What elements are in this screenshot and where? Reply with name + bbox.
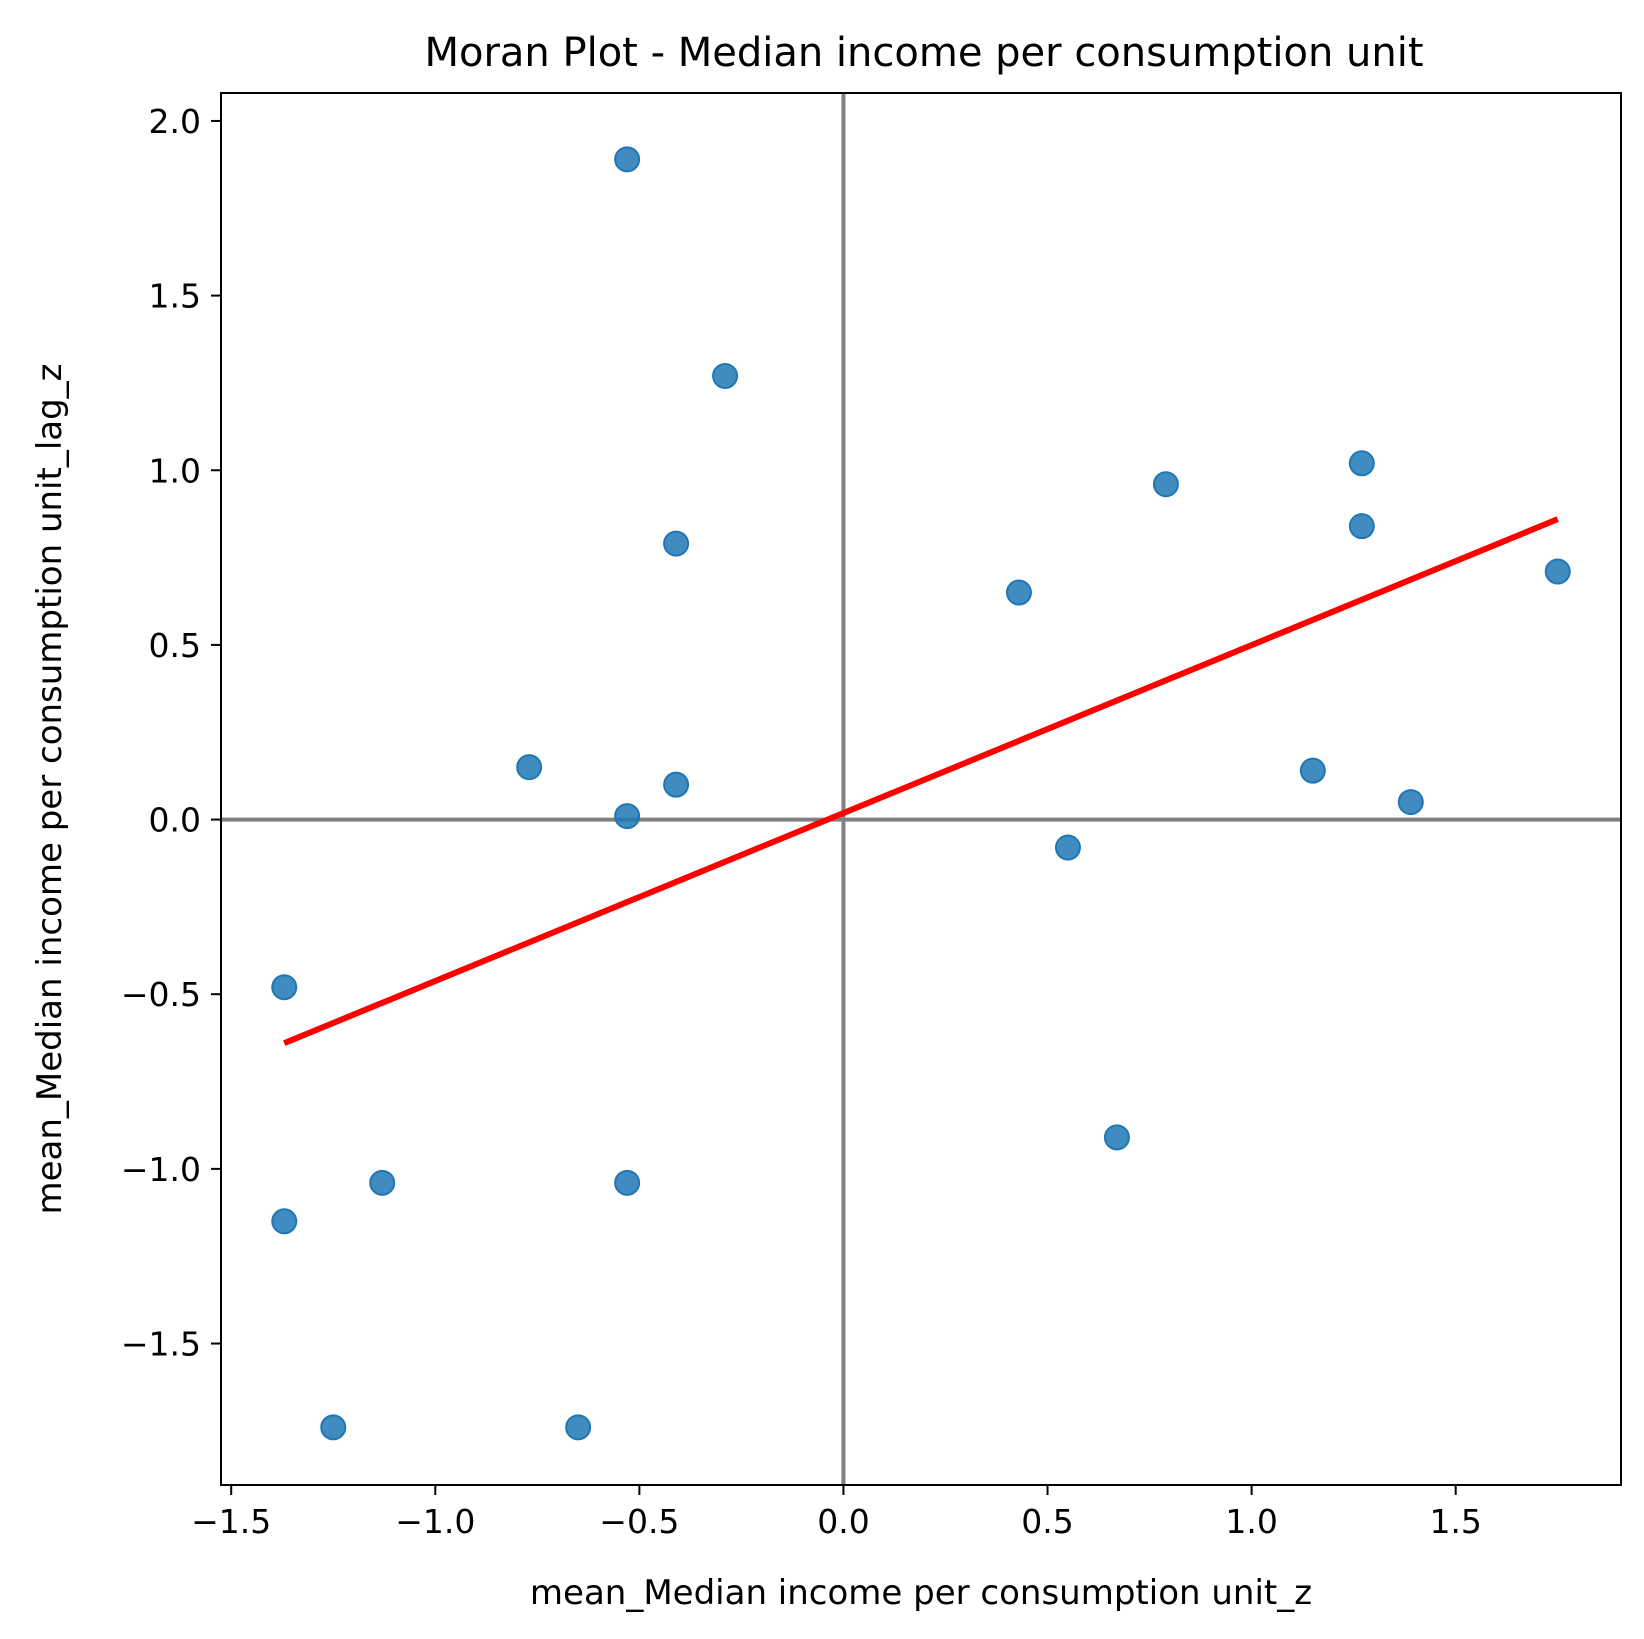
scatter-point: [320, 1414, 347, 1441]
scatter-point: [712, 362, 739, 389]
y-tick-label: −1.0: [121, 1150, 201, 1189]
scatter-point: [614, 146, 641, 173]
regression-line-group: [283, 516, 1559, 1046]
scatter-point: [271, 1208, 298, 1235]
y-axis-ticks: −1.5 −1.0 −0.5 0.0 0.5 1.0 1.5 2.0: [121, 102, 221, 1364]
scatter-point: [1299, 757, 1326, 784]
scatter-point: [369, 1169, 396, 1196]
y-tick-label: −1.5: [121, 1325, 201, 1364]
x-tick-label: −1.5: [191, 1502, 271, 1541]
scatter-point: [1397, 789, 1424, 816]
x-tick-label: −1.0: [395, 1502, 475, 1541]
scatter-point: [1005, 579, 1032, 606]
x-tick-label: 1.5: [1429, 1502, 1481, 1541]
scatter-points: [271, 146, 1571, 1441]
chart-title: Moran Plot - Median income per consumpti…: [424, 30, 1423, 76]
x-tick-label: 0.5: [1021, 1502, 1073, 1541]
x-tick-label: −0.5: [599, 1502, 679, 1541]
scatter-point: [1103, 1124, 1130, 1151]
y-axis-label: mean_Median income per consumption unit_…: [30, 363, 70, 1214]
scatter-point: [1054, 834, 1081, 861]
y-tick-label: 1.0: [149, 451, 201, 490]
x-axis-ticks: −1.5 −1.0 −0.5 0.0 0.5 1.0 1.5: [191, 1485, 1482, 1541]
scatter-point: [663, 771, 690, 798]
plot-area-frame: [220, 92, 1622, 1486]
y-tick-label: 1.5: [149, 277, 201, 316]
x-axis-label: mean_Median income per consumption unit_…: [530, 1573, 1312, 1613]
scatter-point: [614, 1169, 641, 1196]
scatter-point: [1152, 471, 1179, 498]
scatter-point: [516, 754, 543, 781]
reference-lines: [221, 93, 1621, 1485]
x-tick-label: 0.0: [817, 1502, 869, 1541]
scatter-point: [1544, 558, 1571, 585]
regression-line: [283, 516, 1559, 1046]
y-tick-label: 0.0: [149, 801, 201, 840]
scatter-point: [565, 1414, 592, 1441]
y-tick-label: −0.5: [121, 975, 201, 1014]
scatter-point: [1348, 513, 1375, 540]
x-tick-label: 1.0: [1225, 1502, 1277, 1541]
y-tick-label: 0.5: [149, 626, 201, 665]
scatter-point: [1348, 450, 1375, 477]
scatter-point: [271, 974, 298, 1001]
scatter-point: [663, 530, 690, 557]
y-tick-label: 2.0: [149, 102, 201, 141]
scatter-point: [614, 803, 641, 830]
